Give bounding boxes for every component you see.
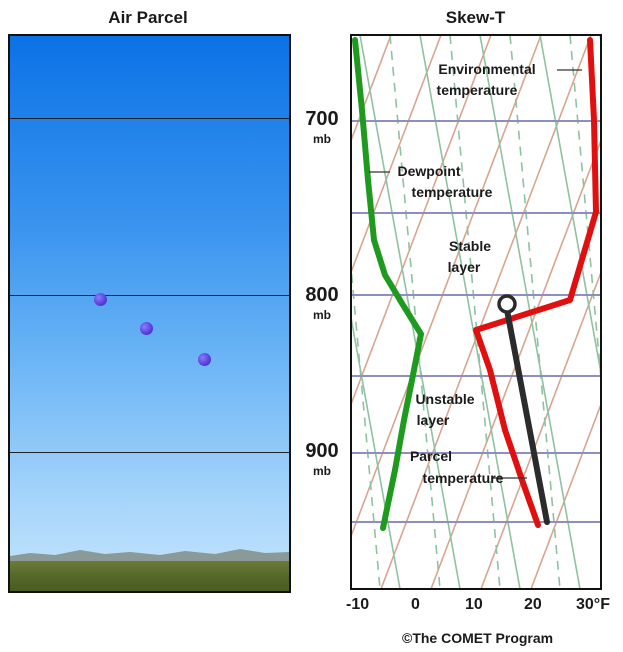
annotation-leaders <box>369 69 582 479</box>
parcel-temperature-label: Parcel <box>410 448 452 464</box>
parcel-temperature-label: temperature <box>423 470 504 486</box>
stable-layer-label: Stable <box>449 238 491 254</box>
air-parcel-title: Air Parcel <box>108 8 188 27</box>
environmental-temperature-label: temperature <box>437 82 518 98</box>
x-tick-label: 30°F <box>576 596 610 613</box>
x-tick-label: 10 <box>465 596 483 613</box>
skew-t-background <box>351 35 601 589</box>
parcel-marker <box>497 294 517 314</box>
dewpoint-temperature-label: temperature <box>412 184 493 200</box>
pressure-line-700 <box>10 118 289 119</box>
stable-layer-label: layer <box>448 259 481 275</box>
skew-t-title: Skew-T <box>445 8 506 27</box>
x-tick-label: 0 <box>411 596 420 613</box>
environmental-temperature-line <box>473 37 599 528</box>
air-parcel-sphere <box>140 322 153 335</box>
air-parcel-panel <box>8 34 291 593</box>
parcel-temperature-line <box>504 307 550 525</box>
dewpoint-temperature-label: Dewpoint <box>398 163 461 179</box>
pressure-label-900: 900 mb <box>305 440 339 478</box>
x-tick-label: 20 <box>524 596 542 613</box>
unstable-layer-label: Unstable <box>415 391 474 407</box>
pressure-label-700: 700 mb <box>305 108 339 146</box>
pressure-line-800 <box>10 295 289 296</box>
ground-grass <box>10 561 289 591</box>
isobar-lines <box>351 120 601 523</box>
air-parcel-sphere <box>94 293 107 306</box>
skew-t-border <box>350 34 602 590</box>
air-parcel-sphere <box>198 353 211 366</box>
environmental-temperature-label: Environmental <box>438 61 535 77</box>
pressure-line-900 <box>10 452 289 453</box>
pressure-label-800: 800 mb <box>305 284 339 322</box>
dewpoint-temperature-line <box>352 37 424 531</box>
unstable-layer-label: layer <box>417 412 450 428</box>
x-tick-label: -10 <box>346 596 370 613</box>
copyright-notice: ©The COMET Program <box>402 630 554 646</box>
